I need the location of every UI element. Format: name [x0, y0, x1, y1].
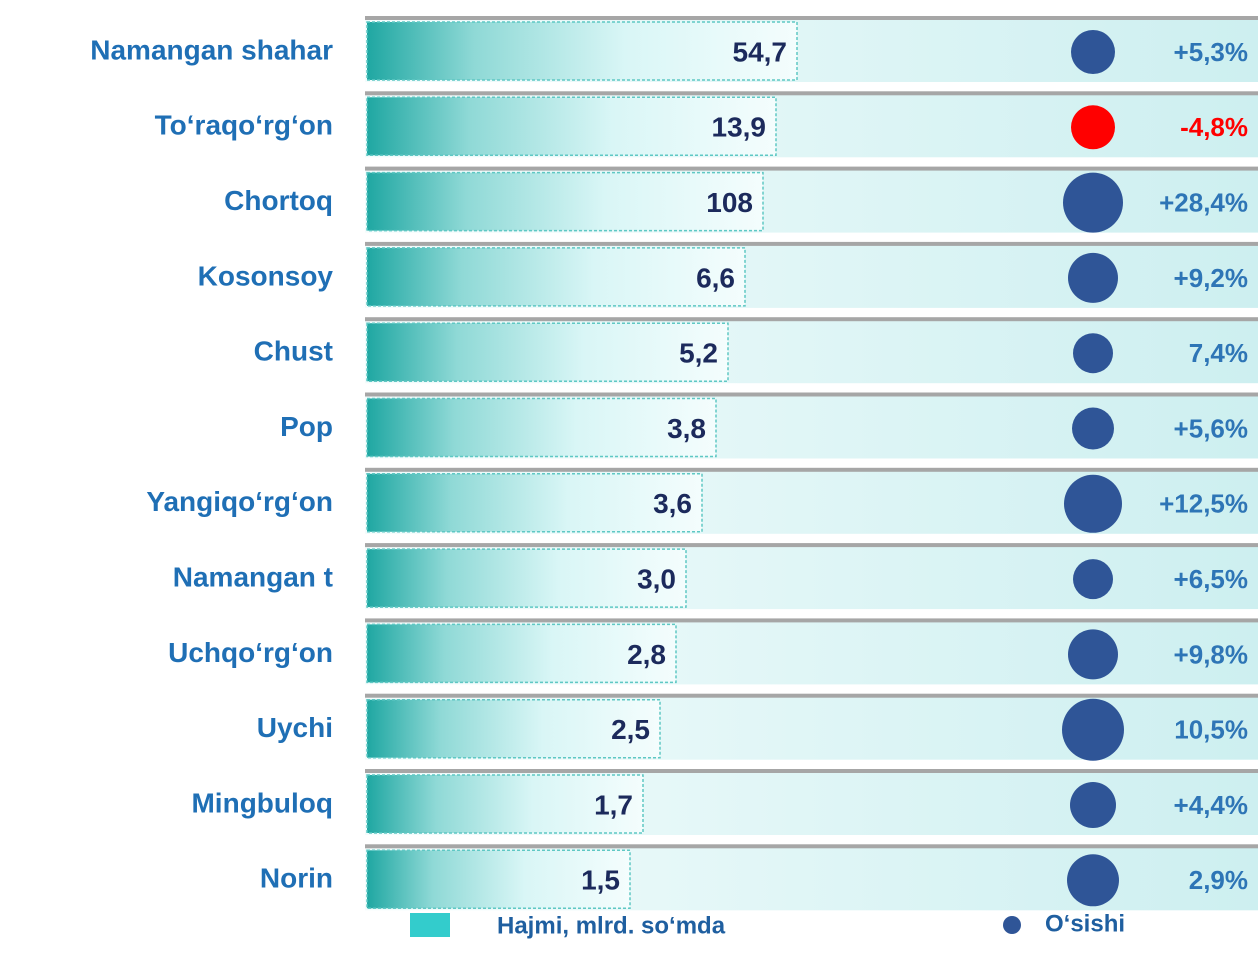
- volume-value: 3,0: [637, 563, 676, 594]
- bar: [366, 548, 687, 608]
- growth-value: +9,8%: [1174, 639, 1248, 669]
- track-top: [365, 618, 1258, 623]
- track-top: [365, 769, 1258, 773]
- bar: [366, 849, 631, 910]
- volume-value: 2,5: [611, 714, 650, 745]
- volume-value: 5,2: [679, 338, 718, 369]
- row-label: To‘raqo‘rg‘on: [155, 110, 333, 141]
- growth-value: +5,6%: [1174, 413, 1248, 443]
- volume-value: 54,7: [733, 36, 788, 67]
- growth-value: 7,4%: [1189, 338, 1248, 368]
- bar: [366, 774, 644, 834]
- legend-dot: [1003, 916, 1021, 934]
- growth-dot: [1071, 105, 1115, 150]
- legend-label: O‘sishi: [1045, 910, 1125, 937]
- legend-swatch: [410, 913, 450, 937]
- track-top: [365, 543, 1258, 548]
- track-top: [365, 91, 1258, 96]
- growth-dot: [1071, 30, 1115, 74]
- track-top: [365, 693, 1258, 698]
- volume-value: 3,6: [653, 488, 692, 519]
- track-top: [365, 467, 1258, 472]
- row-label: Norin: [260, 863, 333, 894]
- track-top: [365, 166, 1258, 171]
- bar: [366, 171, 764, 232]
- volume-value: 13,9: [712, 112, 767, 143]
- growth-dot: [1073, 333, 1113, 374]
- growth-value: 10,5%: [1174, 715, 1248, 745]
- growth-value: +9,2%: [1174, 263, 1248, 293]
- volume-value: 3,8: [667, 413, 706, 444]
- growth-dot: [1067, 854, 1119, 907]
- bar: [366, 698, 661, 759]
- track-top: [365, 16, 1258, 20]
- growth-dot: [1068, 252, 1118, 303]
- growth-dot: [1062, 698, 1124, 761]
- row-label: Namangan t: [173, 561, 333, 592]
- growth-value: 2,9%: [1189, 865, 1248, 895]
- bar: [366, 247, 746, 307]
- volume-value: 2,8: [627, 639, 666, 670]
- growth-value: +12,5%: [1159, 489, 1248, 519]
- bar: [366, 96, 777, 157]
- bar: [366, 623, 677, 684]
- track-top: [365, 317, 1258, 322]
- growth-value: +28,4%: [1159, 187, 1248, 217]
- row-label: Uychi: [257, 712, 333, 743]
- row-label: Pop: [280, 411, 333, 442]
- volume-value: 6,6: [696, 262, 735, 293]
- volume-value: 1,5: [581, 865, 620, 896]
- bar: [366, 322, 729, 382]
- growth-dot: [1072, 407, 1114, 450]
- growth-dot: [1073, 559, 1113, 600]
- track-top: [365, 844, 1258, 849]
- row-label: Namangan shahar: [90, 34, 333, 65]
- row-label: Kosonsoy: [198, 260, 334, 291]
- row-label: Chust: [254, 336, 333, 367]
- growth-value: +6,5%: [1174, 564, 1248, 594]
- growth-value: +5,3%: [1174, 37, 1248, 67]
- row-label: Yangiqo‘rg‘on: [146, 486, 333, 517]
- growth-value: +4,4%: [1174, 790, 1248, 820]
- volume-value: 108: [706, 187, 753, 218]
- growth-dot: [1064, 474, 1122, 533]
- growth-dot: [1068, 629, 1118, 680]
- bar: [366, 21, 798, 81]
- bar: [366, 397, 717, 458]
- track-top: [365, 392, 1258, 397]
- track-top: [365, 241, 1258, 246]
- growth-dot: [1063, 172, 1123, 233]
- row-label: Mingbuloq: [191, 787, 333, 818]
- row-label: Uchqo‘rg‘on: [168, 637, 333, 668]
- row-label: Chortoq: [224, 185, 333, 216]
- bar: [366, 473, 703, 533]
- volume-value: 1,7: [594, 789, 633, 820]
- growth-dot: [1070, 782, 1116, 828]
- growth-value: -4,8%: [1180, 112, 1248, 142]
- legend-label: Hajmi, mlrd. so‘mda: [497, 912, 726, 939]
